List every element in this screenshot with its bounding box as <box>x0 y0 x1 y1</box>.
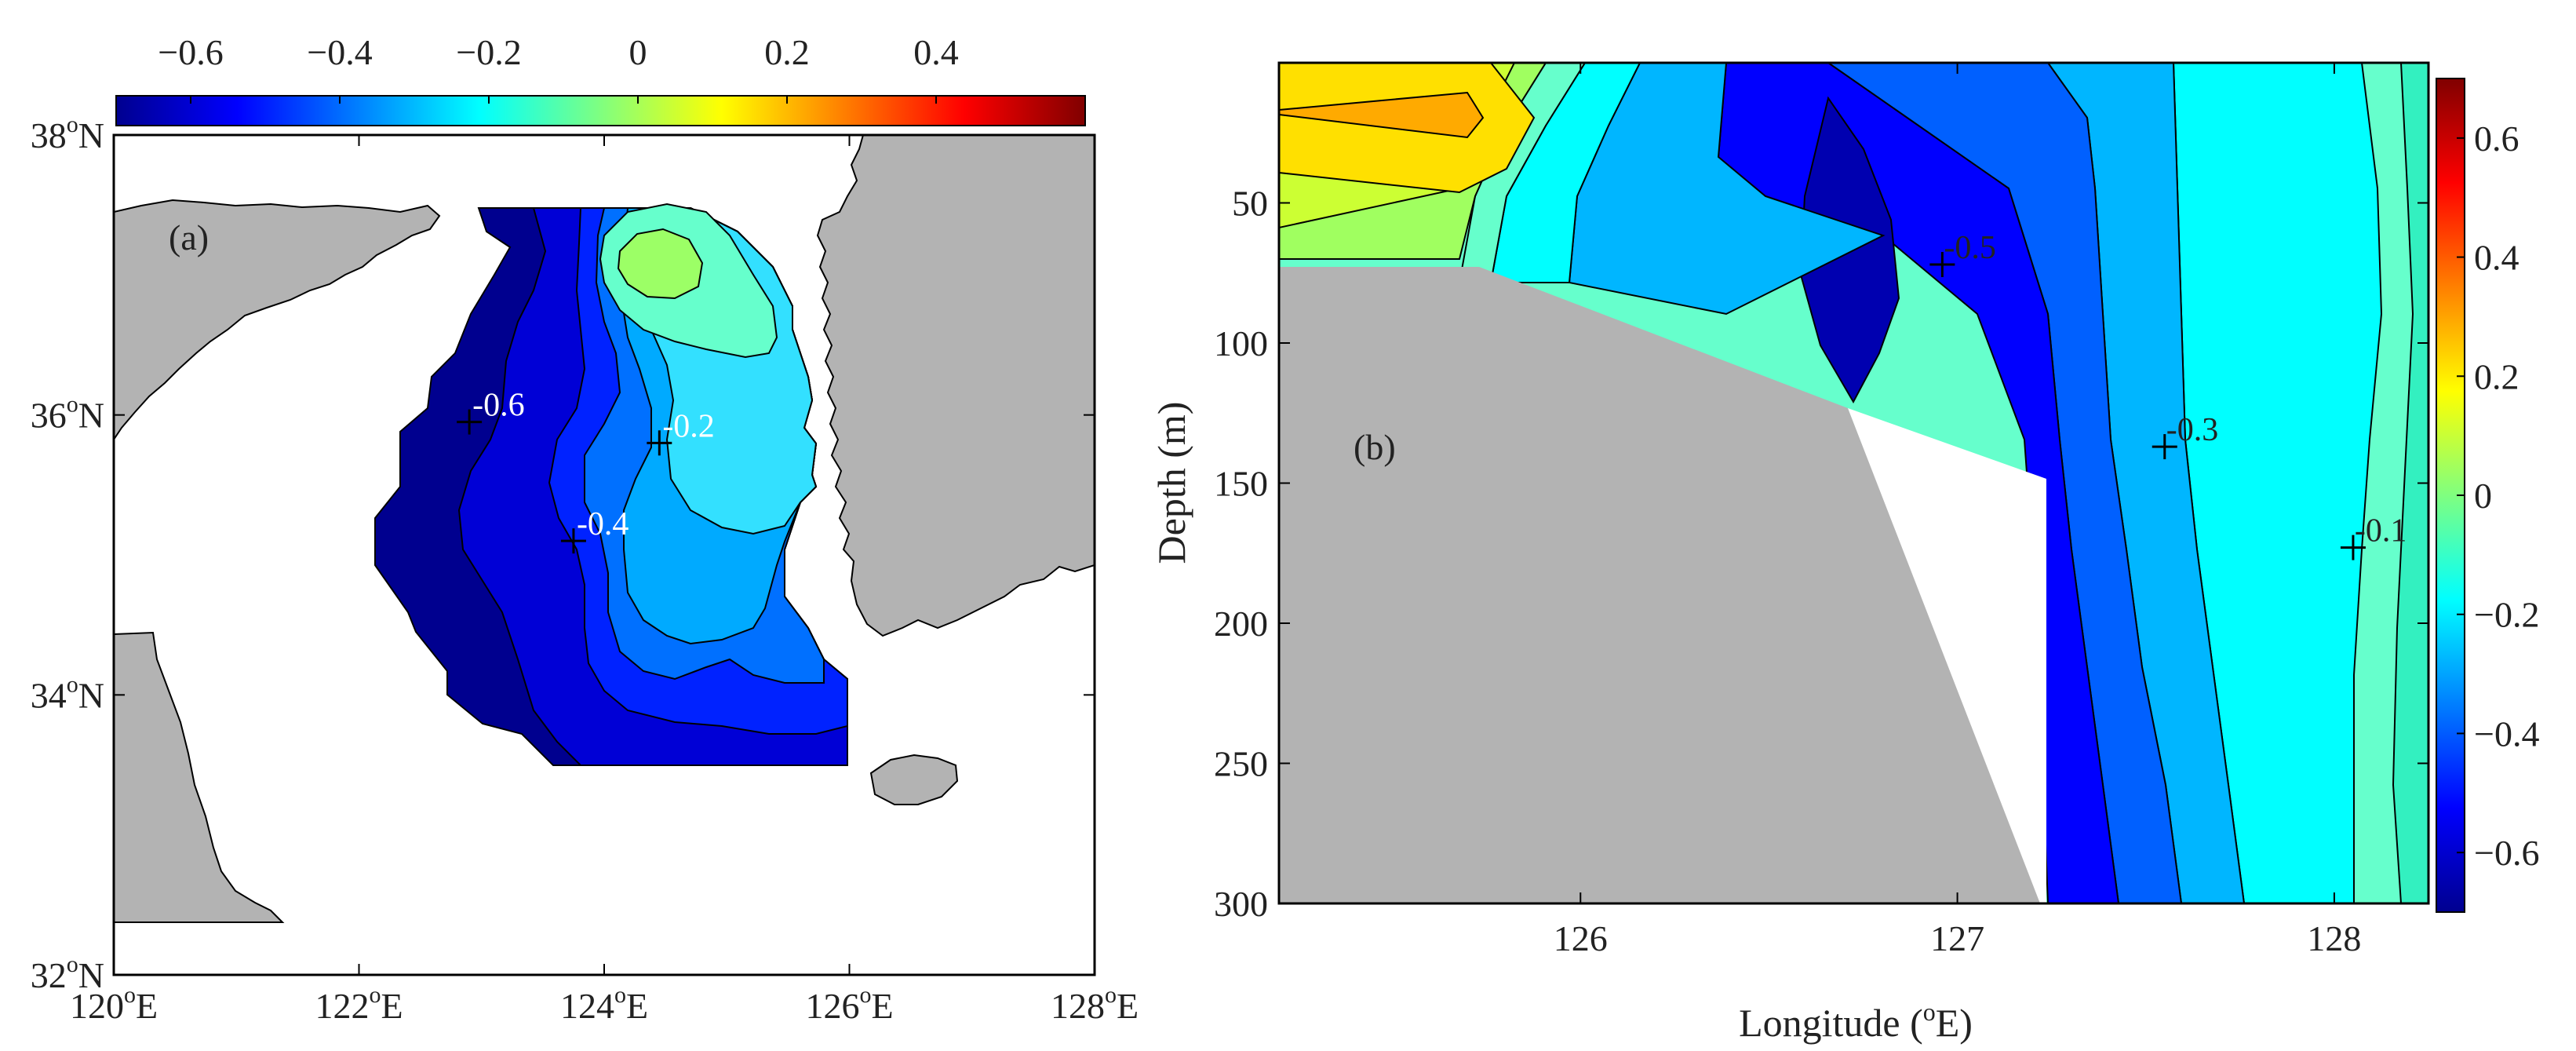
section-b-xtick-label: 126 <box>1554 918 1608 958</box>
tick-deg: 122 <box>315 986 369 1026</box>
map-a-ytick-label: 34oN <box>31 671 104 715</box>
colorbar-a <box>115 95 1086 126</box>
section-b-xtick-label: 127 <box>1930 918 1984 958</box>
colorbar-b-tick-label: −0.6 <box>2474 833 2539 873</box>
section-b-ytick-label: 100 <box>1214 323 1268 363</box>
tick-hem: N <box>78 396 104 436</box>
map-a-xtick-label: 122oE <box>315 982 403 1026</box>
colorbar-b-ticks: 0.6 0.4 0.2 0 −0.2 −0.4 −0.6 <box>2457 119 2539 873</box>
tick-sup: o <box>614 982 626 1008</box>
colorbar-b-tick-label: −0.2 <box>2474 595 2539 635</box>
band-b-neg0.1 <box>2392 63 2428 903</box>
xlabel-tail: E) <box>1936 1001 1973 1045</box>
map-a-xticks: 120oE 122oE 124oE 126oE 128oE <box>70 135 1139 1026</box>
tick-sup: o <box>67 392 78 418</box>
colorbar-a-tick-label: 0.2 <box>764 32 810 72</box>
land-korea <box>816 135 1095 637</box>
section-b-ylabel: Depth (m) <box>1150 402 1193 564</box>
tick-sup: o <box>369 982 381 1008</box>
colorbar-b-tick-label: 0.6 <box>2474 119 2520 159</box>
section-b-contour-labels: -0.5 -0.3 -0.1 <box>1929 230 2407 560</box>
tick-sup: o <box>859 982 871 1008</box>
colorbar-b-tick-label: 0.4 <box>2474 238 2520 278</box>
section-b-xtick-label: 128 <box>2307 918 2361 958</box>
colorbar-b-tick-label: 0 <box>2474 476 2492 516</box>
colorbar-b-tick-label: −0.4 <box>2474 713 2539 754</box>
tick-deg: 38 <box>31 115 67 155</box>
map-a-xtick-label: 124oE <box>560 982 648 1026</box>
section-b-xlabel: Longitude (oE) <box>1739 998 1973 1045</box>
colorbar-a-tick-label: 0.4 <box>913 32 959 72</box>
tick-deg: 34 <box>31 675 67 715</box>
contour-label: -0.4 <box>577 506 629 542</box>
map-a-ytick-label: 36oN <box>31 392 104 436</box>
tick-deg: 126 <box>805 986 859 1026</box>
topography-b <box>1279 267 2044 903</box>
contour-label: -0.6 <box>472 388 525 424</box>
panel-b-tag: (b) <box>1354 427 1396 467</box>
map-a-contour-labels: -0.6 -0.2 -0.4 <box>457 388 715 554</box>
xlabel-main: Longitude ( <box>1739 1001 1923 1045</box>
tick-deg: 32 <box>31 955 67 995</box>
xlabel-sup: o <box>1923 998 1936 1026</box>
tick-deg: 120 <box>70 986 124 1026</box>
contour-label: -0.1 <box>2355 513 2407 549</box>
contour-label: -0.3 <box>2166 412 2219 448</box>
colorbar-a-tick-label: 0 <box>629 32 647 72</box>
land-jeju <box>869 754 959 805</box>
contour-label: -0.5 <box>1944 230 1996 266</box>
colorbar-a-tick-label: −0.6 <box>158 32 223 72</box>
tick-deg: 128 <box>1051 986 1105 1026</box>
colorbar-b-tick-label: 0.2 <box>2474 356 2520 396</box>
panel-a-tag: (a) <box>169 217 209 257</box>
nodata-b <box>1848 408 2046 903</box>
band-b-0.3 <box>1279 91 1485 139</box>
tick-sup: o <box>1105 982 1117 1008</box>
tick-sup: o <box>67 671 78 697</box>
tick-hem: E <box>136 986 158 1026</box>
section-b-yticks: 50 100 150 200 250 300 <box>1214 184 2428 924</box>
tick-hem: E <box>1117 986 1139 1026</box>
map-a-xtick-label: 128oE <box>1051 982 1139 1026</box>
tick-deg: 124 <box>560 986 614 1026</box>
land-shandong <box>114 199 441 441</box>
panel-b: 126 127 128 50 100 150 200 250 300 -0.5 -0.3 -0.1… <box>1150 61 2539 1045</box>
tick-sup: o <box>67 111 78 137</box>
section-b-ytick-label: 150 <box>1214 464 1268 504</box>
tick-hem: N <box>78 115 104 155</box>
tick-sup: o <box>124 982 136 1008</box>
map-a-content <box>114 135 1095 923</box>
tick-hem: E <box>871 986 893 1026</box>
tick-hem: E <box>626 986 648 1026</box>
panel-a: −0.6 −0.4 −0.2 0 0.2 0.4 120oE 122oE 124oE 126oE… <box>31 32 1139 1026</box>
section-b-xticks: 126 127 128 <box>1554 63 2361 958</box>
section-b-ytick-label: 200 <box>1214 604 1268 644</box>
map-a-ytick-label: 32oN <box>31 951 104 995</box>
tick-hem: N <box>78 955 104 995</box>
tick-hem: N <box>78 675 104 715</box>
map-a-ytick-label: 38oN <box>31 111 104 155</box>
section-b-ytick-label: 250 <box>1214 744 1268 784</box>
contour-label: -0.2 <box>662 408 715 444</box>
colorbar-a-tick-label: −0.4 <box>307 32 372 72</box>
colorbar-a-ticks: −0.6 −0.4 −0.2 0 0.2 0.4 <box>158 32 959 104</box>
tick-hem: E <box>381 986 403 1026</box>
tick-sup: o <box>67 951 78 977</box>
section-b-ytick-label: 300 <box>1214 884 1268 924</box>
tick-deg: 36 <box>31 396 67 436</box>
land-jiangsu <box>114 631 285 923</box>
section-b-ytick-label: 50 <box>1232 184 1268 224</box>
section-b-content <box>1279 63 2428 903</box>
contour-a-0-0.1 <box>617 228 704 300</box>
map-a-xtick-label: 120oE <box>70 982 158 1026</box>
colorbar-a-tick-label: −0.2 <box>456 32 521 72</box>
map-a-xtick-label: 126oE <box>805 982 893 1026</box>
